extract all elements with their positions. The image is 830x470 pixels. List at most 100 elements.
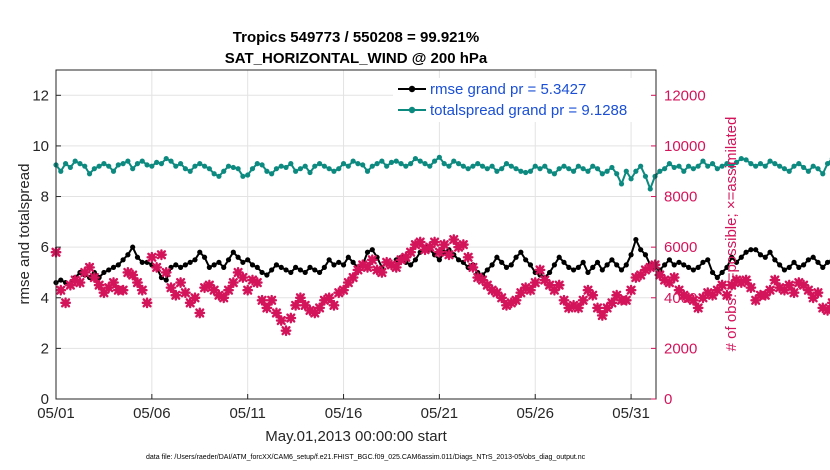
obs-assimilated-point bbox=[323, 292, 335, 304]
totalspread-point bbox=[269, 171, 275, 177]
totalspread-point bbox=[724, 161, 730, 167]
rmse-point bbox=[245, 257, 251, 263]
y-tick-label: 8 bbox=[41, 189, 49, 206]
y-tick-label: 12 bbox=[32, 87, 49, 104]
totalspread-point bbox=[460, 163, 466, 169]
rmse-point bbox=[695, 264, 701, 270]
totalspread-point bbox=[733, 159, 740, 165]
obs-assimilated-point bbox=[539, 274, 551, 286]
rmse-point bbox=[331, 262, 337, 268]
obs-assimilated-point bbox=[457, 239, 469, 251]
totalspread-point bbox=[201, 163, 208, 169]
x-tick-label: 05/21 bbox=[421, 405, 459, 422]
obs-assimilated-point bbox=[802, 284, 814, 296]
obs-assimilated-point bbox=[548, 284, 560, 296]
y-tick-label: 4 bbox=[41, 290, 49, 307]
obs-assimilated-point bbox=[438, 239, 450, 251]
obs-assimilated-point bbox=[333, 287, 345, 299]
rmse-point bbox=[489, 262, 495, 268]
y-axis-label: rmse and totalspread bbox=[16, 164, 33, 305]
totalspread-point bbox=[681, 168, 687, 174]
totalspread-point bbox=[134, 161, 141, 167]
obs-assimilated-point bbox=[529, 277, 541, 289]
rmse-point bbox=[570, 267, 577, 273]
totalspread-point bbox=[743, 157, 749, 163]
rmse-point bbox=[628, 252, 634, 258]
totalspread-point bbox=[695, 163, 701, 169]
totalspread-point bbox=[125, 158, 131, 164]
obs-assimilated-point bbox=[223, 284, 234, 296]
obs-assimilated-point bbox=[88, 272, 100, 283]
rmse-point bbox=[503, 264, 510, 270]
x-tick-label: 05/16 bbox=[325, 405, 363, 422]
totalspread-point bbox=[408, 161, 414, 167]
rmse-point bbox=[58, 277, 64, 283]
totalspread-point bbox=[518, 168, 524, 174]
obs-assimilated-point bbox=[122, 267, 134, 278]
rmse-point bbox=[767, 249, 773, 255]
totalspread-point bbox=[508, 163, 514, 169]
obs-assimilated-point bbox=[477, 274, 488, 286]
totalspread-point bbox=[503, 161, 510, 167]
rmse-point bbox=[633, 236, 639, 243]
x-tick-label: 05/06 bbox=[133, 405, 171, 422]
obs-assimilated-point bbox=[381, 256, 393, 268]
obs-assimilated-point bbox=[409, 239, 421, 251]
totalspread-point bbox=[566, 166, 572, 172]
rmse-point bbox=[273, 262, 280, 268]
totalspread-point bbox=[446, 163, 452, 169]
rmse-point bbox=[197, 249, 203, 255]
plot-frame bbox=[55, 69, 657, 400]
obs-assimilated-point bbox=[453, 241, 465, 253]
totalspread-point bbox=[465, 166, 471, 172]
obs-assimilated-point bbox=[55, 284, 67, 296]
rmse-point bbox=[777, 262, 783, 268]
rmse-point bbox=[762, 254, 768, 260]
legend: rmse grand pr = 5.3427 totalspread grand… bbox=[393, 78, 651, 122]
obs-assimilated-point bbox=[515, 287, 527, 299]
totalspread-point bbox=[297, 166, 304, 172]
obs-assimilated-point bbox=[242, 284, 254, 296]
totalspread-point bbox=[719, 163, 725, 169]
totalspread-point bbox=[249, 166, 256, 172]
obs-assimilated-point bbox=[84, 261, 95, 273]
obs-assimilated-point bbox=[179, 287, 191, 299]
obs-assimilated-point bbox=[213, 289, 225, 301]
obs-assimilated-point bbox=[683, 292, 695, 304]
obs-assimilated-point bbox=[304, 304, 316, 316]
totalspread-point bbox=[801, 164, 807, 171]
obs-assimilated-point bbox=[668, 272, 680, 283]
legend-marker-spread bbox=[408, 106, 416, 114]
rmse-point bbox=[786, 264, 792, 270]
rmse-point bbox=[192, 257, 198, 263]
totalspread-point bbox=[120, 161, 126, 167]
obs-assimilated-point bbox=[328, 299, 340, 311]
rmse-point bbox=[801, 262, 807, 268]
obs-assimilated-point bbox=[237, 272, 249, 283]
obs-assimilated-point bbox=[640, 264, 651, 276]
rmse-point bbox=[259, 269, 265, 276]
rmse-point bbox=[705, 257, 711, 263]
y-axis-right-label: # of obs: o=possible; ×=assimilated bbox=[723, 117, 740, 352]
totalspread-point bbox=[336, 166, 342, 172]
totalspread-point bbox=[652, 173, 658, 179]
obs-assimilated-point bbox=[338, 284, 349, 296]
obs-assimilated-point bbox=[596, 310, 608, 321]
totalspread-point bbox=[575, 163, 581, 169]
rmse-point bbox=[724, 264, 730, 270]
totalspread-point bbox=[384, 163, 390, 169]
totalspread-point bbox=[115, 162, 121, 168]
obs-assimilated-point bbox=[606, 297, 618, 309]
totalspread-point bbox=[417, 158, 423, 164]
obs-assimilated-point bbox=[256, 294, 268, 306]
rmse-point bbox=[187, 259, 193, 265]
obs-assimilated-point bbox=[759, 289, 771, 301]
obs-assimilated-point bbox=[108, 277, 119, 289]
obs-assimilated-point bbox=[414, 236, 426, 248]
rmse-point bbox=[307, 264, 313, 270]
totalspread-point bbox=[216, 173, 222, 179]
totalspread-point bbox=[762, 163, 768, 169]
totalspread-point bbox=[225, 163, 232, 169]
rmse-point bbox=[254, 264, 260, 270]
totalspread-point bbox=[431, 158, 438, 164]
